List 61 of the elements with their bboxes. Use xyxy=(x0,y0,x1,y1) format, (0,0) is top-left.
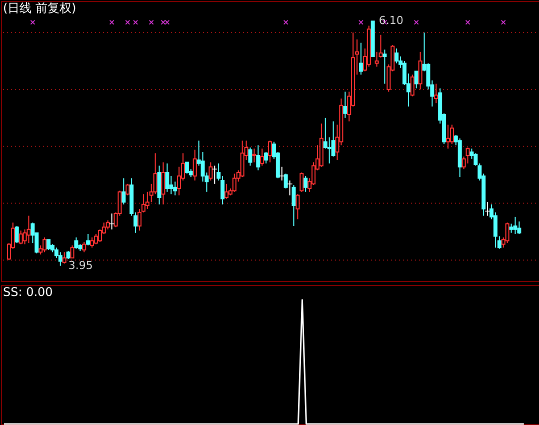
candlestick xyxy=(212,165,218,184)
candlestick xyxy=(240,140,244,178)
candlestick xyxy=(82,241,86,253)
candlestick xyxy=(62,252,66,264)
candlestick xyxy=(466,146,470,164)
chart-title: (日线 前复权) xyxy=(3,1,76,15)
annotation: 3.95 xyxy=(68,258,93,272)
candlestick xyxy=(58,252,62,266)
candlestick xyxy=(268,140,272,163)
candlestick xyxy=(169,175,174,195)
chart-title: SS: 0.00 xyxy=(3,285,53,299)
candlestick xyxy=(126,183,130,196)
candlestick xyxy=(46,239,51,250)
candlestick xyxy=(505,222,510,244)
candlestick xyxy=(122,178,126,205)
candlestick xyxy=(260,148,264,166)
candlestick xyxy=(94,233,98,245)
candlestick xyxy=(292,184,296,227)
candlestick xyxy=(264,152,268,164)
candlestick xyxy=(74,236,78,250)
candlestick xyxy=(374,51,379,68)
candlestick xyxy=(109,212,114,230)
candlestick xyxy=(450,124,454,145)
candlestick xyxy=(70,244,74,258)
candlestick xyxy=(418,51,422,90)
candlestick xyxy=(42,236,47,253)
candlestick xyxy=(410,74,414,97)
candlestick xyxy=(14,226,19,244)
candlestick xyxy=(90,236,94,248)
candlestick xyxy=(513,216,518,234)
candlestick xyxy=(86,233,90,246)
candlestick xyxy=(165,162,170,192)
candlestick xyxy=(248,146,252,166)
candlestick xyxy=(300,172,304,192)
candlestick xyxy=(517,220,522,234)
candlestick xyxy=(161,162,166,205)
candlestick xyxy=(184,162,189,174)
candlestick xyxy=(382,49,387,84)
candlestick xyxy=(485,202,490,216)
candlestick xyxy=(192,149,197,181)
annotation: 6.10 xyxy=(378,14,404,28)
candlestick xyxy=(224,183,228,200)
candlestick xyxy=(414,70,418,89)
candlestick xyxy=(26,215,31,244)
candlestick xyxy=(18,230,23,245)
candlestick xyxy=(252,148,256,163)
candlestick xyxy=(509,223,514,234)
candlestick xyxy=(284,173,288,189)
candlestick xyxy=(446,124,450,150)
candlestick xyxy=(343,91,348,118)
candlestick xyxy=(434,83,438,104)
candlestick xyxy=(106,220,110,230)
candlestick xyxy=(394,48,399,64)
candlestick xyxy=(256,144,260,171)
candlestick xyxy=(232,173,236,192)
candlestick xyxy=(208,162,213,181)
candlestick xyxy=(279,166,284,181)
candlestick xyxy=(296,194,300,220)
candlestick xyxy=(358,42,363,76)
candlestick xyxy=(287,180,292,196)
candlestick xyxy=(304,175,308,192)
